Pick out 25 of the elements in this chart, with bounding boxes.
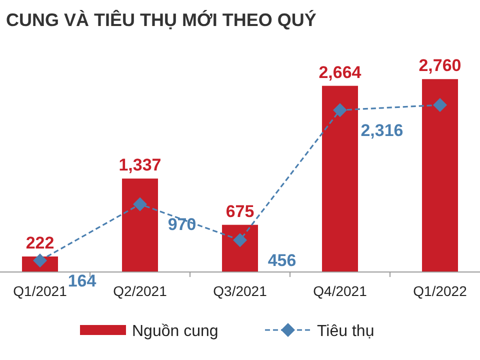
data-label: 222 xyxy=(26,233,54,252)
point xyxy=(133,197,147,212)
x-tick-label: Q4/2021 xyxy=(313,283,368,299)
legend-label: Tiêu thụ xyxy=(317,323,374,340)
x-tick-label: Q1/2022 xyxy=(413,283,468,299)
bar xyxy=(122,178,158,272)
data-label: 970 xyxy=(168,215,196,234)
data-label: 2,316 xyxy=(360,121,404,140)
chart-title: CUNG VÀ TIÊU THỤ MỚI THEO QUÝ xyxy=(6,9,316,30)
data-label: 456 xyxy=(268,251,296,270)
point xyxy=(233,233,247,248)
bar xyxy=(322,86,358,272)
data-label: 164 xyxy=(68,272,97,291)
bar xyxy=(222,224,258,272)
bar xyxy=(422,79,458,272)
data-label: 2,760 xyxy=(418,56,462,76)
data-label: 675 xyxy=(226,202,254,221)
data-label: 2,664 xyxy=(318,62,362,82)
point xyxy=(333,103,347,118)
legend-label: Nguồn cung xyxy=(132,323,218,340)
point xyxy=(433,98,447,112)
x-tick-label: Q3/2021 xyxy=(213,283,268,299)
x-tick-label: Q2/2021 xyxy=(113,283,168,299)
x-tick-label: Q1/2021 xyxy=(13,283,68,299)
data-label: 1,337 xyxy=(118,156,162,175)
